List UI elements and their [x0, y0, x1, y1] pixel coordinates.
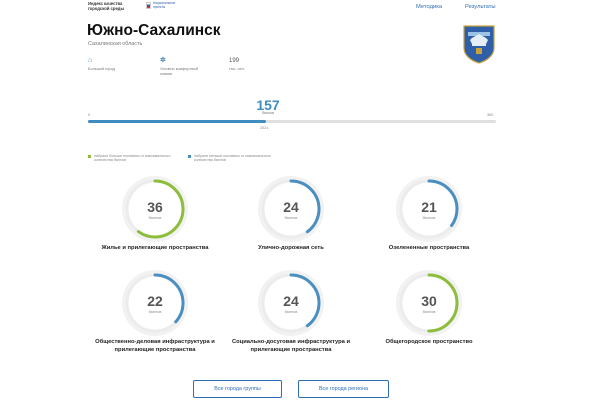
ring-shadow — [396, 176, 462, 242]
index-logo[interactable]: Индекс качества городской среды — [88, 1, 132, 11]
ring-arc — [261, 179, 321, 239]
category-score: 36 — [147, 199, 163, 215]
category-label: Жилье и прилегающие пространства — [101, 245, 209, 251]
category-label: Озелененные пространства — [388, 245, 470, 251]
ring-arc — [399, 273, 459, 333]
category-score: 30 — [421, 293, 437, 309]
legend-blue-dot — [188, 155, 191, 158]
category-score: 21 — [421, 199, 437, 215]
legend-text: набрали меньше половины от максимального… — [194, 154, 271, 163]
category-card[interactable]: 24 баллов Улично-дорожная сеть — [216, 174, 366, 253]
category-score-unit: баллов — [285, 310, 298, 314]
score-ring: 21 баллов — [396, 176, 462, 242]
region-name: Сахалинская область — [88, 41, 143, 47]
category-score-unit: баллов — [423, 310, 436, 314]
nav-results[interactable]: Результаты — [465, 4, 496, 10]
score-ring: 22 баллов — [122, 270, 188, 336]
legend-text: набрали больше половины от максимального… — [94, 154, 171, 163]
category-score: 24 — [283, 293, 299, 309]
category-card[interactable]: 30 баллов Общегородское пространство — [354, 268, 504, 347]
score-ring: 24 баллов — [258, 176, 324, 242]
category-score-unit: баллов — [149, 216, 162, 220]
all-group-cities-button[interactable]: Все города группы — [193, 380, 282, 398]
score-progress-track — [88, 120, 496, 123]
score-ring: 30 баллов — [396, 270, 462, 336]
all-region-cities-button[interactable]: Все города региона — [298, 380, 389, 398]
total-score: 157 — [256, 97, 280, 113]
ring-arc — [125, 179, 185, 239]
logo-text: Индекс качества городской среды — [88, 1, 125, 11]
category-score: 22 — [147, 293, 163, 309]
gear-icon: ✲ — [160, 57, 166, 64]
scale-min: 0 — [88, 113, 91, 117]
stat-city-size: ⌂ Большой город — [88, 57, 115, 72]
score-year: 2021 — [260, 126, 269, 130]
category-score-unit: баллов — [285, 216, 298, 220]
ring-shadow — [122, 270, 188, 336]
top-bar: Индекс качества городской среды Национал… — [0, 0, 612, 20]
ring-arc — [125, 273, 185, 333]
stat-population: 199 тыс. чел. — [229, 57, 245, 72]
national-projects-badge[interactable]: Национальные проекты — [146, 1, 181, 10]
category-label: Улично-дорожная сеть — [258, 245, 324, 251]
ring-arc — [261, 273, 321, 333]
population-value: 199 — [229, 58, 240, 64]
ring-shadow — [122, 176, 188, 242]
ring-shadow — [258, 270, 324, 336]
legend-above-half: набрали больше половины от максимального… — [88, 154, 172, 163]
category-card[interactable]: 21 баллов Озелененные пространства — [354, 174, 504, 253]
ring-arc — [399, 179, 459, 239]
stat-label: Условно комфортный климат — [160, 67, 199, 76]
nav-methodology[interactable]: Методика — [416, 4, 443, 10]
page-title: Южно-Сахалинск — [87, 22, 221, 39]
city-buildings-icon: ⌂ — [88, 57, 93, 64]
category-score: 24 — [283, 199, 299, 215]
legend-green-dot — [88, 155, 91, 158]
category-score-unit: баллов — [149, 310, 162, 314]
category-card[interactable]: 36 баллов Жилье и прилегающие пространст… — [80, 174, 230, 253]
ring-shadow — [258, 176, 324, 242]
total-score-unit: баллов — [261, 111, 275, 115]
badge-text: Национальные проекты — [153, 1, 176, 9]
score-ring: 24 баллов — [258, 270, 324, 336]
stat-label: Большой город — [88, 67, 115, 71]
score-ring: 36 баллов — [122, 176, 188, 242]
stat-label: тыс. чел. — [229, 67, 245, 71]
stat-climate: ✲ Условно комфортный климат — [160, 57, 200, 76]
coat-of-arms-icon — [463, 25, 495, 64]
score-progress-fill — [88, 120, 266, 123]
category-label: Социально-досуговая инфраструктура и при… — [231, 339, 351, 353]
flag-icon — [146, 2, 151, 9]
category-label: Общегородское пространство — [385, 339, 473, 345]
scale-max: 360 — [487, 113, 494, 117]
category-label: Общественно-деловая инфраструктура и при… — [95, 339, 215, 353]
legend-below-half: набрали меньше половины от максимального… — [188, 154, 272, 163]
category-card[interactable]: 24 баллов Социально-досуговая инфраструк… — [216, 268, 366, 354]
ring-shadow — [396, 270, 462, 336]
category-card[interactable]: 22 баллов Общественно-деловая инфраструк… — [80, 268, 230, 354]
category-score-unit: баллов — [423, 216, 436, 220]
